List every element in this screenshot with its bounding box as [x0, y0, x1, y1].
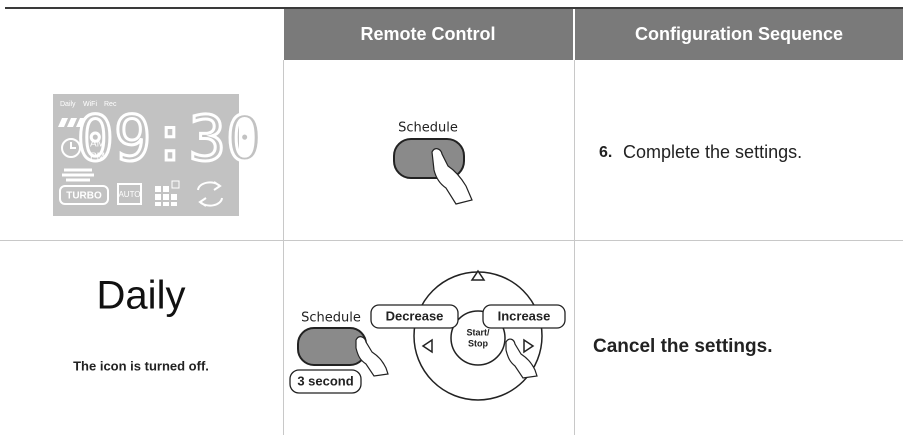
remote-illustration: Start/ Stop Decrease Increase Schedule 3… — [289, 269, 566, 401]
step-number: 6. — [599, 144, 612, 161]
lcd-am: AM — [90, 139, 105, 150]
step-text: Complete the settings. — [623, 142, 802, 162]
hand — [431, 148, 473, 205]
button-label: Stop — [468, 338, 488, 348]
lcd-time: 09:30 — [77, 102, 264, 175]
lcd-label: WiFi — [83, 101, 97, 108]
header-cell — [284, 9, 573, 60]
button-label: Start/ — [466, 327, 490, 337]
lcd-turbo: TURBO — [66, 191, 102, 202]
button-label: Schedule — [301, 311, 361, 326]
lcd-pm: PM — [90, 152, 105, 163]
lcd-panel: Daily WiFi Rec 09:30 AM PM TURBO AUTO — [53, 94, 265, 216]
callout-increase: Increase — [498, 308, 551, 323]
header-remote: Remote Control — [361, 24, 496, 44]
icon-title: Daily — [97, 274, 186, 318]
header-sequence: Configuration Sequence — [635, 24, 843, 44]
step-text: Cancel the settings. — [593, 336, 773, 357]
header-cell — [575, 9, 903, 60]
lcd-auto: AUTO — [118, 190, 140, 199]
button-label: Schedule — [398, 121, 458, 136]
callout-hold: 3 second — [297, 373, 353, 388]
icon-note: The icon is turned off. — [73, 358, 209, 373]
callout-decrease: Decrease — [386, 308, 444, 323]
lcd-label: Daily — [60, 101, 76, 108]
lcd-label: Rec — [104, 101, 117, 108]
